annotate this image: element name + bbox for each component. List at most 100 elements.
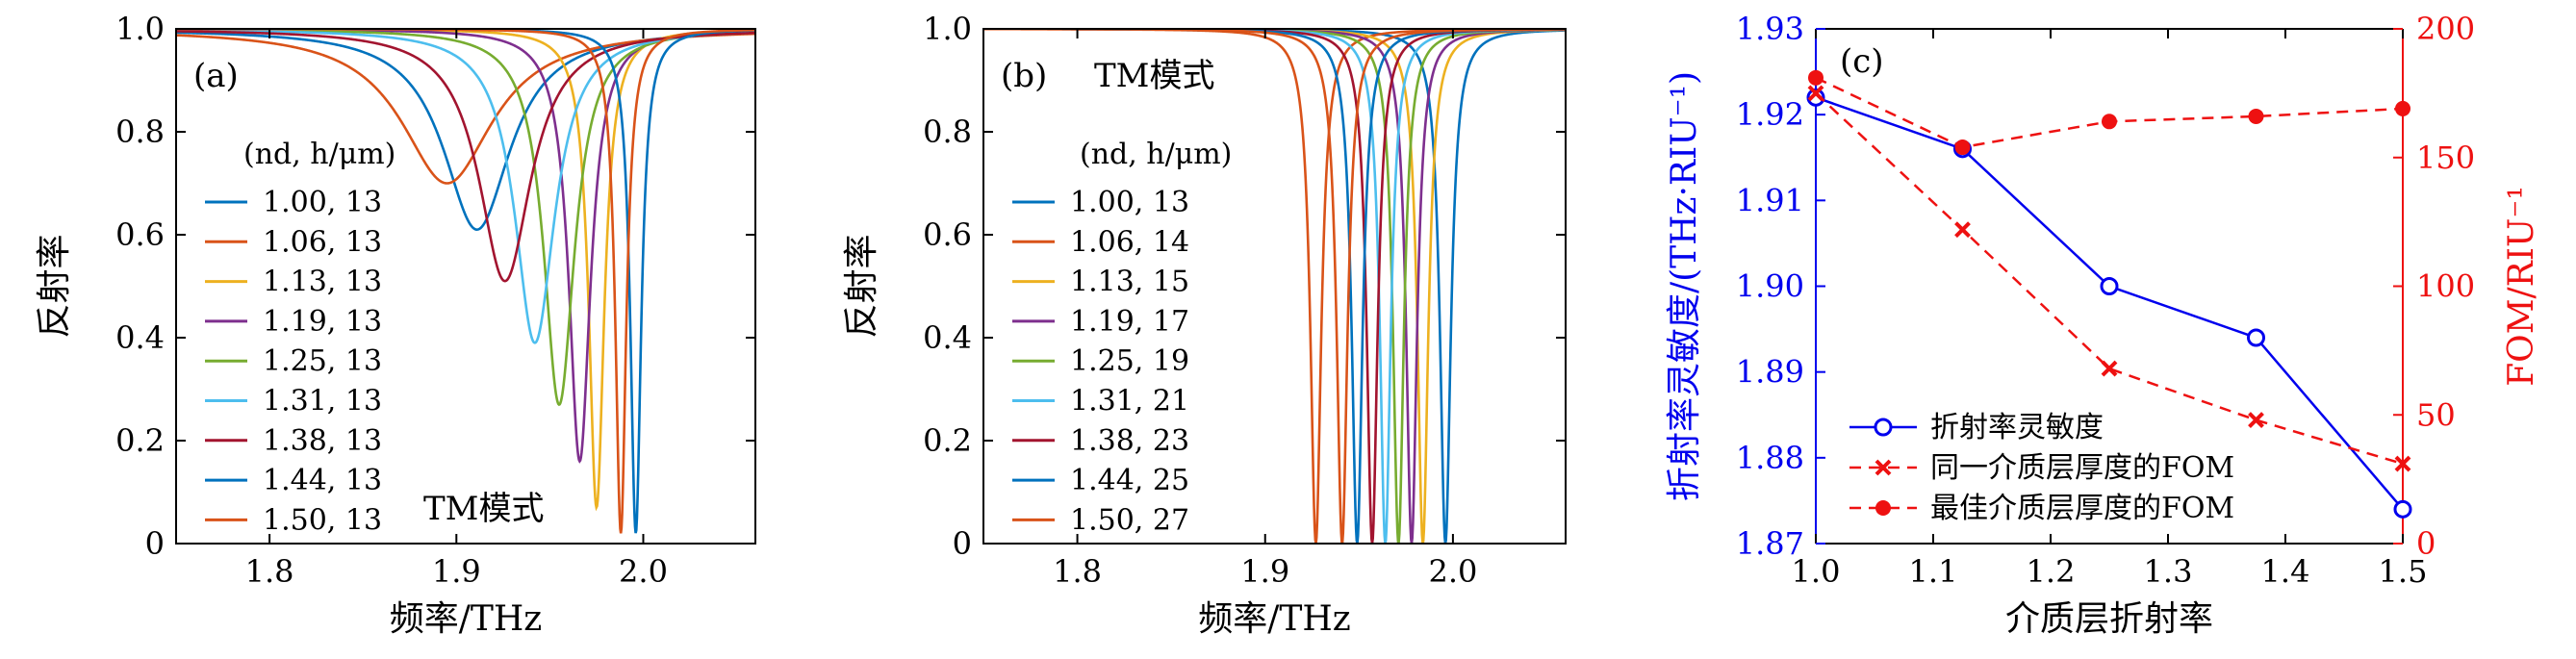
legend-entry: 1.38, 13 (263, 424, 382, 458)
x-axis-label: 频率/THz (1198, 599, 1351, 639)
left-tick-label: 1.87 (1736, 525, 1804, 562)
mode-label: TM模式 (423, 490, 545, 528)
x-tick-label: 1.0 (1792, 553, 1841, 590)
panel-label: (c) (1840, 42, 1884, 81)
left-axis-label: 折射率灵敏度/(THz·RIU⁻¹) (1665, 71, 1704, 501)
mode-label: TM模式 (1094, 57, 1215, 95)
legend-entry: 同一介质层厚度的FOM (1930, 451, 2234, 485)
y-axis-label: 反射率 (842, 234, 881, 338)
y-tick-label: 0 (953, 525, 972, 562)
x-tick-label: 1.2 (2027, 553, 2076, 590)
y-tick-label: 0.8 (115, 114, 165, 150)
right-tick-label: 100 (2416, 268, 2475, 305)
legend-title: (nd, h/μm) (1080, 138, 1232, 171)
legend-entry: 折射率灵敏度 (1930, 411, 2104, 444)
legend-entry: 最佳介质层厚度的FOM (1930, 492, 2234, 525)
left-tick-label: 1.91 (1736, 182, 1804, 218)
data-point (1806, 88, 1825, 107)
data-point (1808, 69, 1824, 86)
x-axis-label: 频率/THz (390, 599, 543, 639)
data-point (2101, 360, 2118, 377)
right-tick-label: 0 (2416, 525, 2436, 562)
data-point (2248, 412, 2264, 429)
left-tick-label: 1.93 (1736, 11, 1804, 47)
x-tick-label: 1.5 (2379, 553, 2428, 590)
y-tick-label: 0.4 (115, 319, 165, 356)
x-tick-label: 1.9 (1240, 553, 1289, 590)
y-tick-label: 0.6 (115, 216, 165, 253)
legend-entry: 1.25, 19 (1070, 344, 1189, 378)
y-tick-label: 0 (145, 525, 165, 562)
right-tick-label: 50 (2416, 396, 2456, 433)
right-axis-label: FOM/RIU⁻¹ (2502, 186, 2541, 387)
legend-entry: 1.19, 17 (1070, 305, 1189, 339)
right-tick-label: 150 (2416, 139, 2475, 176)
legend-entry: 1.44, 13 (263, 464, 382, 497)
y-axis-label: 反射率 (35, 234, 74, 338)
data-point (2395, 100, 2410, 116)
left-tick-label: 1.89 (1736, 354, 1804, 391)
legend-entry: 1.25, 13 (263, 344, 382, 378)
data-point (1954, 221, 1971, 239)
series-line (1815, 76, 2404, 149)
legend-entry: 1.44, 25 (1070, 464, 1189, 497)
legend-marker (1875, 459, 1892, 476)
y-tick-label: 0.4 (923, 319, 972, 356)
legend-entry: 1.13, 15 (1070, 266, 1189, 299)
series-line (1815, 96, 2404, 511)
legend-entry: 1.13, 13 (263, 266, 382, 299)
y-tick-label: 0.8 (923, 114, 972, 150)
data-point (2100, 277, 2119, 295)
legend: (nd, h/μm) 1.00, 13 1.06, 14 1.13, 15 1.19, … (1012, 138, 1232, 537)
x-tick-label: 1.9 (432, 553, 481, 590)
right-tick-label: 200 (2416, 11, 2475, 47)
x-tick-label: 2.0 (619, 553, 668, 590)
y-tick-label: 0.2 (115, 422, 165, 459)
legend-entry: 1.06, 13 (263, 225, 382, 259)
data-point (2102, 114, 2117, 130)
panel-label: (a) (193, 57, 239, 95)
data-point (1954, 139, 1971, 156)
legend-marker (1875, 500, 1891, 516)
legend-entry: 1.19, 13 (263, 305, 382, 339)
x-axis-label: 介质层折射率 (2005, 599, 2213, 639)
data-point (2248, 108, 2264, 124)
panel-label: (b) (1001, 57, 1047, 95)
legend-entry: 1.50, 27 (1070, 503, 1189, 537)
legend-entry: 1.31, 21 (1070, 385, 1189, 418)
legend-entry: 1.06, 14 (1070, 225, 1189, 259)
series-line-1-31-13 (176, 29, 755, 344)
data-point (2394, 455, 2411, 472)
legend-title: (nd, h/μm) (243, 138, 395, 171)
plot-frame (175, 28, 756, 545)
y-tick-label: 0.2 (923, 422, 972, 459)
x-tick-label: 1.4 (2261, 553, 2310, 590)
plot-frame (982, 28, 1567, 545)
y-tick-label: 0.6 (923, 216, 972, 253)
legend-entry: 1.38, 23 (1070, 424, 1189, 458)
panel-c: 1.0 1.1 1.2 1.3 1.4 1.5 1.87 1.88 1.89 1.90 1.91 1.… (1665, 11, 2541, 639)
data-point (1807, 85, 1824, 102)
data-point (2393, 499, 2412, 519)
y-tick-label: 1.0 (923, 11, 972, 47)
legend-entry: 1.00, 13 (263, 186, 382, 219)
legend-marker (1874, 418, 1893, 437)
y-tick-label: 1.0 (115, 11, 165, 47)
legend-entry: 1.50, 13 (263, 503, 382, 537)
panel-b: 1.8 1.9 2.0 0 0.2 0.4 0.6 0.8 1.0 频率/THz 反射率 (b) TM模… (842, 11, 1567, 639)
x-tick-label: 2.0 (1428, 553, 1477, 590)
data-point (2247, 328, 2265, 347)
series-line-1-38-13 (176, 30, 755, 283)
left-tick-label: 1.90 (1736, 268, 1804, 305)
x-tick-label: 1.1 (1909, 553, 1958, 590)
legend-entry: 1.00, 13 (1070, 186, 1189, 219)
x-tick-label: 1.3 (2144, 553, 2193, 590)
left-tick-label: 1.92 (1736, 96, 1804, 133)
legend: (nd, h/μm) 1.00, 13 1.06, 13 1.13, 13 1.19, … (205, 138, 395, 537)
x-tick-label: 1.8 (1053, 553, 1102, 590)
legend-entry: 1.31, 13 (263, 385, 382, 418)
left-tick-label: 1.88 (1736, 440, 1804, 476)
panel-a: 1.8 1.9 2.0 0 0.2 0.4 0.6 0.8 1.0 频率/THz 反射率 (a) TM模… (35, 11, 756, 639)
